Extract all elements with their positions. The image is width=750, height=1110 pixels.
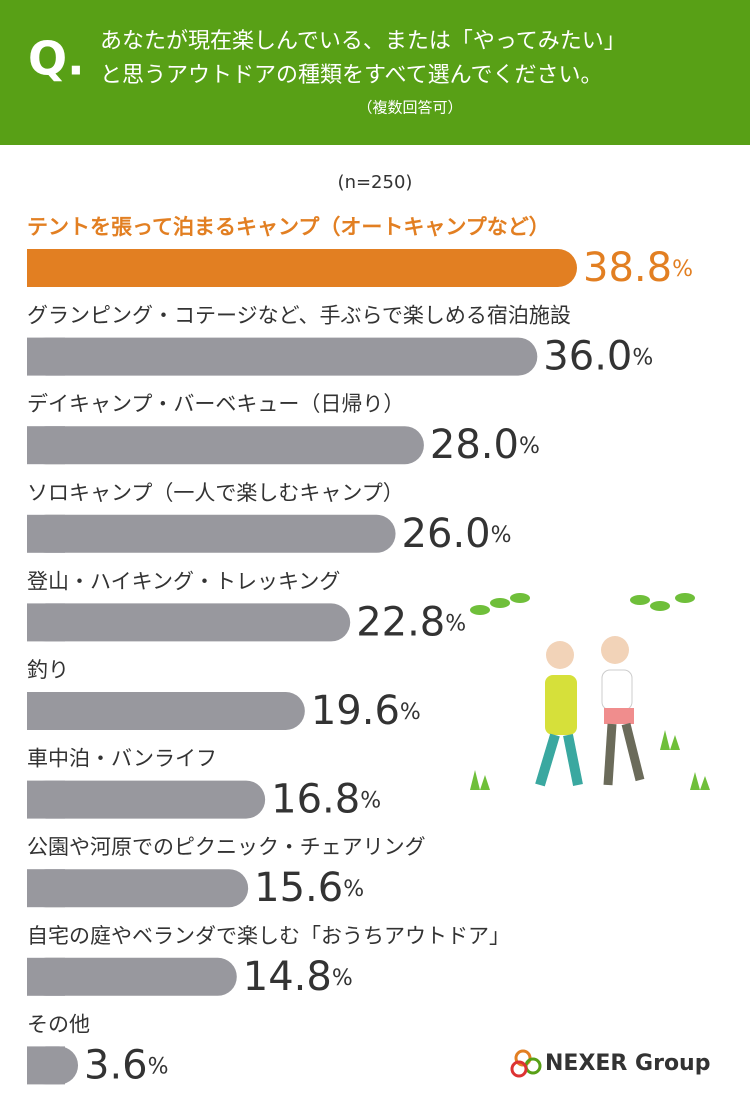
bar-corner bbox=[27, 869, 65, 908]
bar-corner bbox=[27, 780, 65, 819]
bar bbox=[27, 869, 249, 908]
category-label: ソロキャンプ（一人で楽しむキャンプ） bbox=[27, 481, 404, 505]
question-mark: Q. bbox=[28, 32, 85, 86]
subtitle: （複数回答可） bbox=[357, 99, 462, 117]
bar bbox=[27, 249, 577, 287]
bar-corner bbox=[27, 337, 65, 376]
value-label: 36.0% bbox=[543, 334, 653, 380]
category-label: 公園や河原でのピクニック・チェアリング bbox=[27, 835, 426, 859]
category-label: テントを張って泊まるキャンプ（オートキャンプなど） bbox=[27, 215, 550, 239]
bar bbox=[27, 957, 237, 996]
bar-corner bbox=[27, 603, 65, 642]
bar-corner bbox=[27, 249, 65, 287]
category-label: 登山・ハイキング・トレッキング bbox=[27, 569, 340, 593]
bar-corner bbox=[27, 514, 65, 553]
value-label: 3.6% bbox=[84, 1042, 169, 1088]
value-label: 15.6% bbox=[254, 865, 364, 911]
bar-corner bbox=[27, 957, 65, 996]
illustration bbox=[470, 593, 710, 790]
bar-corner bbox=[27, 426, 65, 465]
sample-note: (n=250) bbox=[338, 172, 413, 193]
category-label: その他 bbox=[27, 1012, 90, 1036]
category-label: デイキャンプ・バーベキュー（日帰り） bbox=[27, 392, 404, 416]
question-line: あなたが現在楽しんでいる、または「やってみたい」 bbox=[100, 29, 626, 54]
bar bbox=[27, 780, 266, 819]
bar bbox=[27, 426, 424, 465]
value-label: 38.8% bbox=[583, 245, 693, 291]
category-label: 自宅の庭やベランダで楽しむ「おうちアウトドア」 bbox=[27, 924, 510, 948]
bar bbox=[27, 692, 305, 730]
bar-corner bbox=[27, 1046, 65, 1085]
logo: NEXER Group bbox=[510, 1049, 710, 1078]
value-label: 16.8% bbox=[271, 777, 381, 823]
logo-text: NEXER Group bbox=[545, 1051, 710, 1076]
category-label: 釣り bbox=[27, 658, 69, 682]
bar bbox=[27, 603, 351, 642]
header-band bbox=[0, 0, 750, 145]
category-label: 車中泊・バンライフ bbox=[27, 747, 217, 771]
question-line: と思うアウトドアの種類をすべて選んでください。 bbox=[100, 63, 602, 88]
value-label: 22.8% bbox=[356, 599, 466, 645]
category-label: グランピング・コテージなど、手ぶらで楽しめる宿泊施設 bbox=[27, 304, 571, 328]
value-label: 19.6% bbox=[311, 688, 421, 734]
value-label: 28.0% bbox=[430, 422, 540, 468]
bar bbox=[27, 514, 396, 553]
bar bbox=[27, 337, 538, 376]
value-label: 26.0% bbox=[402, 511, 512, 557]
value-label: 14.8% bbox=[243, 954, 353, 1000]
bar-corner bbox=[27, 692, 65, 730]
